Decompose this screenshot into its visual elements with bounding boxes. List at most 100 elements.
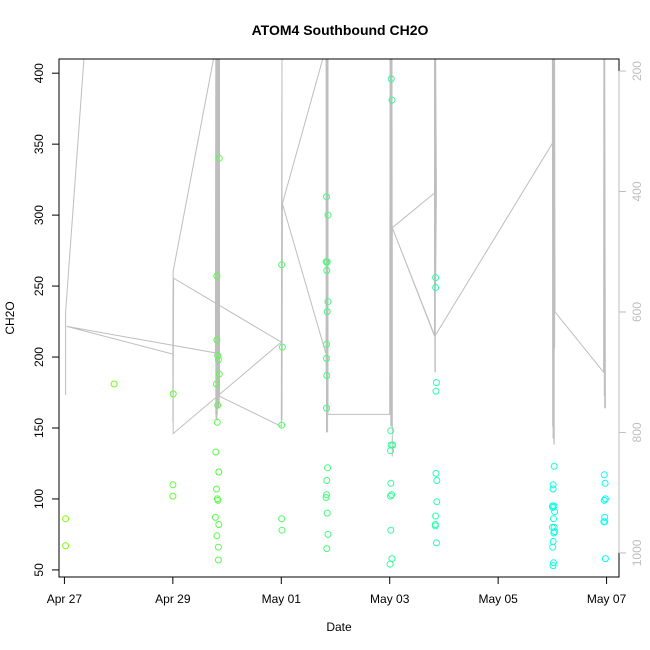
data-point [551, 528, 559, 536]
data-point [323, 509, 331, 517]
data-point [387, 526, 395, 534]
data-point [387, 479, 395, 487]
data-point [214, 356, 222, 364]
right-tick-label: 200 [630, 61, 644, 81]
x-tick-label: May 03 [370, 592, 410, 606]
y-tick-label: 50 [32, 563, 46, 577]
data-point [110, 380, 118, 388]
y-tick-label: 400 [32, 63, 46, 83]
data-point [323, 193, 330, 201]
pressure-track-line [65, 59, 606, 457]
data-point [601, 479, 609, 487]
data-point [213, 418, 221, 426]
data-point [432, 387, 440, 395]
data-point [549, 543, 557, 551]
data-point [387, 427, 395, 435]
data-point [432, 539, 440, 547]
y-axis: 50 100 150 200 250 300 350 400 [32, 63, 60, 577]
data-point [431, 521, 439, 528]
data-point [550, 523, 558, 531]
data-point [213, 532, 221, 540]
x-axis: Apr 27 Apr 29 May 01 May 03 May 05 May 07 [47, 576, 627, 606]
data-point [213, 380, 220, 388]
data-point [323, 258, 331, 266]
data-point [278, 261, 286, 269]
data-point [169, 390, 177, 398]
data-point [323, 491, 330, 499]
data-point [432, 284, 440, 291]
plot-frame [58, 58, 620, 578]
data-point [323, 354, 330, 362]
y-tick-label: 300 [32, 205, 46, 225]
data-point [549, 562, 557, 570]
data-point [549, 504, 557, 511]
data-point [600, 496, 608, 504]
right-tick-label: 600 [630, 302, 644, 322]
data-point [433, 477, 441, 484]
data-point [213, 272, 221, 280]
y-tick-label: 150 [32, 418, 46, 438]
data-point [323, 372, 331, 379]
data-point [432, 512, 440, 520]
data-point [432, 469, 440, 477]
data-point [278, 526, 286, 534]
data-point [324, 211, 332, 219]
data-point [323, 545, 331, 553]
pressure-track-group [65, 59, 606, 457]
x-tick-label: May 05 [478, 592, 518, 606]
data-point [214, 352, 222, 360]
data-point [215, 521, 223, 528]
data-point [432, 274, 440, 282]
data-point [600, 471, 608, 479]
data-point [550, 462, 558, 470]
data-point [323, 267, 331, 274]
data-point [214, 543, 222, 551]
data-point [212, 448, 220, 456]
data-point [601, 513, 609, 521]
data-point [214, 556, 222, 564]
data-point [214, 496, 222, 504]
y-tick-label: 250 [32, 276, 46, 296]
data-point [387, 75, 395, 83]
data-point [324, 530, 332, 538]
data-point [388, 491, 396, 499]
right-tick-label: 1000 [630, 539, 644, 566]
data-point [551, 508, 559, 516]
right-axis: 200 400 600 800 1000 [618, 61, 644, 566]
data-point [389, 441, 397, 449]
data-point [386, 560, 394, 568]
data-point [169, 492, 177, 500]
data-point [323, 404, 330, 412]
data-point [213, 336, 221, 344]
data-point [322, 494, 330, 501]
data-point [214, 401, 222, 409]
x-tick-label: Apr 27 [47, 592, 83, 606]
data-point [550, 515, 557, 523]
data-point [549, 485, 557, 493]
y-tick-label: 100 [32, 489, 46, 509]
y-tick-label: 200 [32, 347, 46, 367]
data-point [433, 498, 441, 506]
chart-title: ATOM4 Southbound CH2O [252, 22, 429, 38]
data-point [323, 308, 331, 316]
data-point [549, 481, 557, 489]
data-point [278, 421, 286, 429]
data-point [211, 513, 219, 521]
data-point [169, 481, 177, 489]
data-point [549, 538, 557, 545]
data-point [278, 343, 286, 351]
data-point [387, 492, 394, 500]
data-point [601, 555, 609, 563]
data-point [388, 555, 396, 563]
y-axis-label: CH2O [3, 301, 17, 334]
data-point [278, 515, 286, 523]
data-point [324, 298, 332, 306]
data-point [213, 485, 220, 493]
x-tick-label: May 01 [262, 592, 302, 606]
x-tick-label: Apr 29 [155, 592, 191, 606]
y-tick-label: 350 [32, 134, 46, 154]
data-point [62, 542, 70, 550]
data-point [215, 370, 223, 378]
data-point [62, 515, 70, 523]
